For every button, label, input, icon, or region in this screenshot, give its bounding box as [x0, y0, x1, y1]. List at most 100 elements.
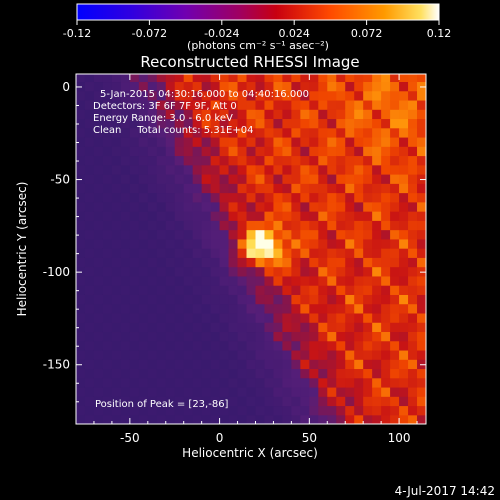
image-pixel	[300, 359, 310, 370]
image-pixel	[255, 201, 266, 212]
image-pixel	[84, 349, 95, 360]
image-pixel	[246, 183, 257, 194]
image-pixel	[327, 349, 337, 360]
image-pixel	[228, 136, 239, 147]
image-pixel	[210, 303, 221, 314]
image-pixel	[246, 127, 257, 138]
image-pixel	[273, 146, 284, 157]
image-pixel	[399, 257, 409, 268]
x-axis-label: Heliocentric X (arcsec)	[182, 446, 318, 460]
image-pixel	[264, 109, 275, 120]
image-pixel	[381, 359, 391, 370]
image-pixel	[309, 405, 319, 416]
image-pixel	[309, 349, 319, 360]
image-pixel	[201, 99, 212, 110]
image-pixel	[192, 294, 203, 305]
image-pixel	[291, 74, 301, 83]
image-pixel	[363, 136, 373, 147]
image-pixel	[111, 285, 122, 295]
image-pixel	[246, 192, 257, 203]
image-pixel	[210, 127, 221, 138]
y-axis-ticks: 0-50-100-150	[43, 80, 426, 403]
image-pixel	[372, 322, 382, 333]
image-pixel	[300, 396, 310, 407]
image-pixel	[282, 174, 292, 184]
image-pixel	[372, 136, 382, 147]
image-pixel	[192, 99, 203, 110]
image-pixel	[237, 294, 248, 305]
image-pixel	[336, 331, 346, 342]
image-pixel	[84, 90, 95, 101]
image-pixel	[345, 174, 355, 184]
image-pixel	[327, 322, 337, 333]
image-pixel	[363, 183, 373, 194]
image-pixel	[309, 331, 319, 342]
image-pixel	[345, 396, 355, 407]
colorbar-tick-label: 0.024	[278, 27, 310, 40]
image-pixel	[138, 229, 149, 240]
image-pixel	[93, 118, 104, 129]
image-pixel	[273, 405, 284, 416]
image-pixel	[327, 220, 337, 231]
image-pixel	[282, 127, 292, 138]
image-pixel	[201, 386, 212, 397]
image-pixel	[399, 312, 409, 323]
image-pixel	[102, 294, 113, 305]
image-pixel	[264, 405, 275, 416]
image-pixel	[408, 90, 418, 101]
image-pixel	[102, 127, 113, 138]
image-pixel	[399, 266, 409, 277]
image-pixel	[390, 377, 400, 388]
image-pixel	[201, 285, 212, 295]
image-pixel	[84, 386, 95, 397]
image-pixel	[183, 109, 194, 120]
image-pixel	[102, 414, 113, 424]
image-pixel	[201, 340, 212, 351]
image-pixel	[408, 164, 418, 175]
image-pixel	[201, 155, 212, 166]
image-pixel	[228, 396, 239, 407]
image-pixel	[174, 312, 185, 323]
image-pixel	[156, 257, 167, 268]
image-pixel	[363, 118, 373, 129]
image-pixel	[408, 312, 418, 323]
image-pixel	[408, 359, 418, 370]
image-pixel	[147, 294, 158, 305]
image-pixel	[129, 359, 140, 370]
image-pixel	[102, 211, 113, 221]
image-pixel	[408, 377, 418, 388]
image-pixel	[165, 312, 176, 323]
image-pixel	[129, 146, 140, 157]
image-pixel	[255, 136, 266, 147]
image-pixel	[183, 136, 194, 147]
image-pixel	[183, 266, 194, 277]
image-pixel	[408, 74, 418, 83]
image-pixel	[138, 90, 149, 101]
image-pixel	[399, 220, 409, 231]
image-pixel	[273, 136, 284, 147]
image-pixel	[417, 192, 426, 203]
image-pixel	[264, 349, 275, 360]
image-pixel	[111, 183, 122, 194]
image-pixel	[327, 229, 337, 240]
image-pixel	[354, 211, 364, 221]
image-pixel	[381, 405, 391, 416]
image-pixel	[93, 322, 104, 333]
image-pixel	[390, 386, 400, 397]
image-pixel	[354, 192, 364, 203]
image-pixel	[201, 368, 212, 379]
image-pixel	[381, 312, 391, 323]
image-pixel	[237, 155, 248, 166]
image-pixel	[120, 229, 131, 240]
image-pixel	[201, 312, 212, 323]
image-pixel	[291, 396, 301, 407]
image-pixel	[300, 294, 310, 305]
x-tick-label: 100	[388, 431, 411, 445]
image-pixel	[102, 285, 113, 295]
image-pixel	[336, 211, 346, 221]
image-pixel	[174, 201, 185, 212]
image-pixel	[138, 127, 149, 138]
image-pixel	[300, 386, 310, 397]
image-pixel	[183, 118, 194, 129]
image-pixel	[192, 192, 203, 203]
